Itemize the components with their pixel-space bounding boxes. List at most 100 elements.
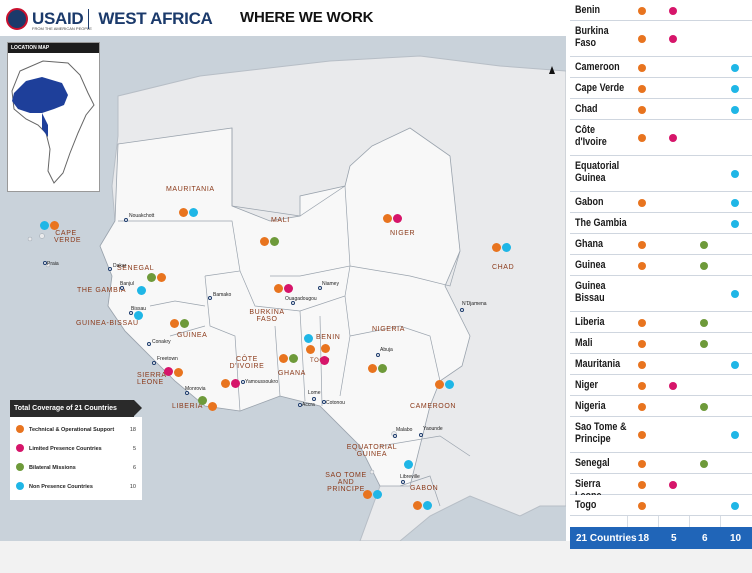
label-togo: TOGO [310,358,329,364]
map-dot-cotedivoire-technical [221,379,230,388]
table-country-name: Gabon [575,196,604,208]
table-row: Niger [570,375,752,396]
table-country-name: Ghana [575,238,604,250]
city-conakry: Conakry [152,339,171,345]
label-nigeria: NIGERIA [372,326,405,333]
map-dot-cotedivoire-limited [231,379,240,388]
totals-label: 21 Countries [576,533,637,544]
table-country-name: Senegal [575,457,610,469]
city-yaounde: Yaounde [423,426,443,432]
city-dot-conakry [147,342,151,346]
table-row: Mauritania [570,354,752,375]
legend-arrow-icon [134,400,142,416]
map-dot-saotome-nonpresence [373,490,382,499]
table-category-dot [638,240,646,249]
table-country-name: Sao Tome & Principe [575,421,627,445]
legend-count: 10 [129,484,136,490]
legend-count: 18 [129,427,136,433]
table-row: Sierra Leone [570,474,752,502]
table-category-dot [731,290,739,298]
legend-title: Total Coverage of 21 Countries [10,400,134,417]
map-dot-guinea-technical [170,319,179,328]
label-liberia: LIBERIA [172,403,204,410]
table-row: Cameroon [570,57,752,78]
table-category-dot [638,261,646,270]
map-dot-mauritania-nonpresence [189,208,198,217]
city-libreville: Libreville [400,474,420,480]
table-country-name: Mauritania [575,358,621,370]
table-category-dot [669,134,677,142]
table-row: Côte d'Ivoire [570,120,752,156]
totals-bilateral: 6 [702,533,708,544]
legend-dot-nonpresence [16,482,24,490]
city-dot-praia [43,261,47,265]
map-dot-sierraleone-limited [164,367,173,376]
label-niger: NIGER [390,230,416,237]
city-dot-monrovia [185,391,189,395]
label-burkina-faso: BURKINA FASO [249,309,285,323]
usaid-seal-icon [6,8,28,30]
map-dot-senegal-bilateral [147,273,156,282]
table-category-dot [638,480,646,489]
west-africa-map: LOCATION MAP MAURITANIA MALI NIGER CHAD … [0,36,566,541]
label-chad: CHAD [492,264,515,271]
map-dot-chad-nonpresence [502,243,511,252]
map-dot-togo-technical [306,345,315,354]
legend-dot-technical [16,425,24,433]
table-row: Ghana [570,234,752,255]
legend-dot-bilateral [16,463,24,471]
map-dot-chad-technical [492,243,501,252]
table-category-dot [700,240,708,249]
city-dot-lome [312,397,316,401]
map-dot-capeverde-technical [50,221,59,230]
table-category-dot [638,459,646,468]
table-country-name: Guinea Bissau [575,280,606,304]
map-dot-mauritania-technical [179,208,188,217]
city-yamoussoukro: Yamoussoukro [245,379,278,385]
totals-technical: 18 [638,533,650,544]
table-category-dot [669,35,677,43]
table-category-dot [638,339,646,348]
city-dot-libreville [401,480,405,484]
table-category-dot [638,6,646,15]
table-country-name: Togo [575,499,597,511]
map-dot-burkina-limited [284,284,293,293]
table-totals-row: 21 Countries 18 5 6 10 [570,527,752,549]
map-dot-niger-technical [383,214,392,223]
city-dot-banjul [120,286,124,290]
logo-region-text: WEST AFRICA [98,9,213,28]
label-benin: BENIN [316,334,341,341]
city-dot-niamey [318,286,322,290]
country-coverage-table: Benin Burkina Faso Cameroon Cape Verde Chad C… [570,0,752,549]
north-arrow-icon [549,66,555,74]
city-dot-dakar [108,267,112,271]
table-row: Benin [570,0,752,21]
city-dot-malabo [393,434,397,438]
table-country-name: Cape Verde [575,82,625,94]
table-row: Guinea Bissau [570,276,752,312]
table-category-dot [731,198,739,207]
map-dot-cameroon-nonpresence [445,380,454,389]
city-dot-yaounde [419,433,423,437]
city-dakar: Dakar [113,263,127,269]
table-country-name: Mali [575,337,593,349]
table-category-dot [638,318,646,327]
table-category-dot [731,360,739,369]
map-shapes [0,36,566,541]
map-dot-mali-bilateral [270,237,279,246]
map-dot-niger-limited [393,214,402,223]
table-category-dot [731,431,739,439]
table-category-dot [731,170,739,178]
table-row: Liberia [570,312,752,333]
table-category-dot [700,339,708,348]
label-gabon: GABON [410,485,439,492]
map-dot-capeverde-nonpresence [40,221,49,230]
city-monrovia: Monrovia [185,386,206,392]
city-niamey: Niamey [322,281,339,287]
legend-item-limited: Limited Presence Countries 5 [16,443,142,455]
map-dot-guinea-bilateral [180,319,189,328]
table-row: Burkina Faso [570,21,752,57]
label-senegal: SENEGAL [117,265,155,272]
table-country-name: Niger [575,379,599,391]
label-ghana: GHANA [278,370,306,377]
